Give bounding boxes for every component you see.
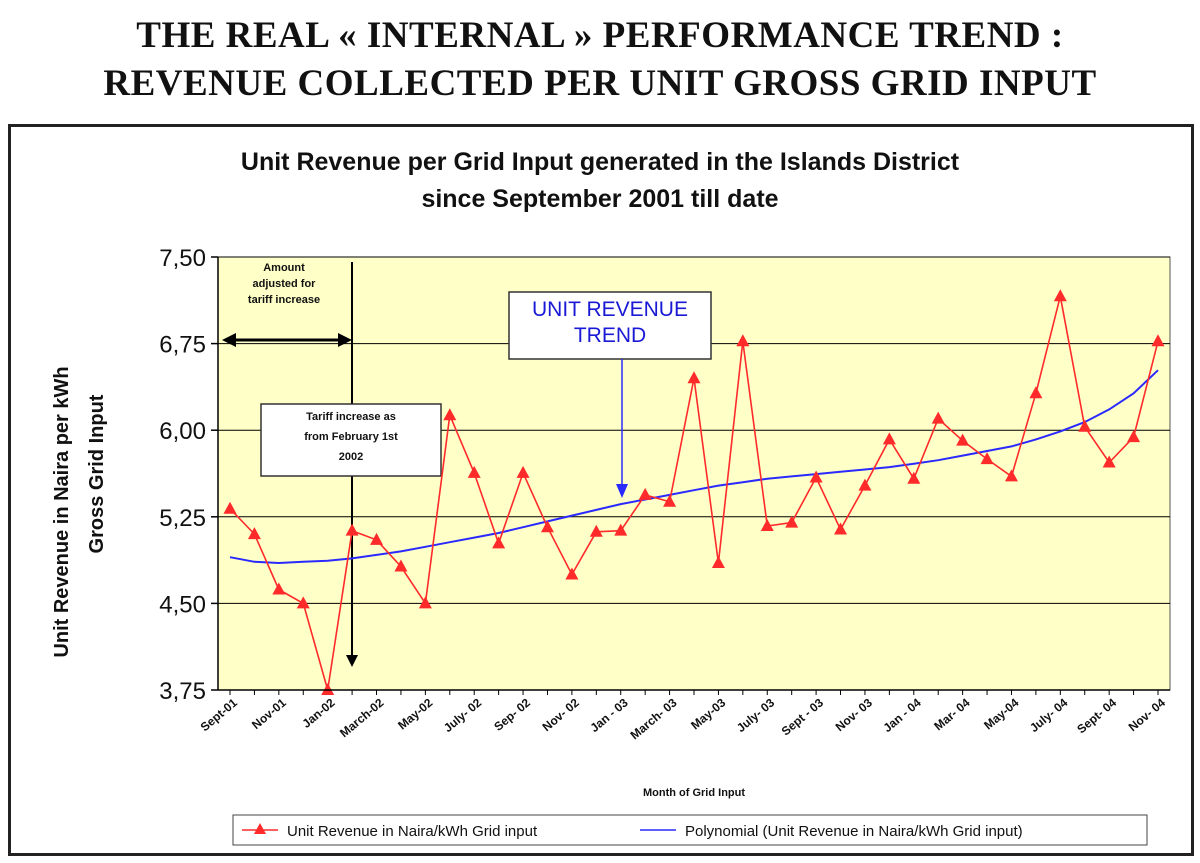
x-axis-label: Month of Grid Input [643,787,745,799]
x-tick-label: Sept- 04 [1074,695,1119,736]
data-point-marker [321,683,335,695]
arrow-left-icon [222,333,236,347]
chart-title-line-1: Unit Revenue per Grid Input generated in… [241,148,960,176]
data-point-marker [1078,419,1092,432]
x-tick-label: March-02 [337,695,387,740]
data-point-marker [687,371,701,384]
data-point-marker [785,515,799,528]
data-point-marker [467,465,481,478]
data-point-marker [296,596,310,609]
data-point-marker [443,408,457,421]
x-axis-ticks: Sept-01 Nov-01 Jan-02 March-02 May-02 July- 0… [198,690,1168,742]
data-point-marker [809,470,823,483]
data-point-marker [980,452,994,465]
amount-text-line-1: Amount [263,262,305,274]
arrow-right-icon [338,333,352,347]
x-tick-label: July- 02 [441,695,484,735]
tariff-text-line-3: 2002 [339,451,363,463]
y-tick-label: 7,50 [159,245,206,272]
y-tick-label: 3,75 [159,678,206,705]
data-point-marker [1029,386,1043,399]
tariff-text-line-2: from February 1st [304,431,398,443]
x-tick-label: Nov- 03 [833,695,875,734]
data-point-marker [711,555,725,568]
trend-label-box: UNIT REVENUE TREND [508,291,712,360]
data-point-marker [247,527,261,540]
data-point-marker [760,519,774,532]
data-point-marker [1151,334,1165,347]
data-point-marker [345,523,359,536]
y-tick-label: 5,25 [159,505,206,532]
x-tick-label: July- 03 [734,695,777,735]
data-point-marker [663,494,677,507]
amount-text-line-2: adjusted for [253,278,317,290]
x-tick-label: July- 04 [1027,695,1070,735]
data-point-marker [882,432,896,445]
y-axis-label-line-2: Gross Grid Input [86,394,108,553]
data-point-marker [565,567,579,580]
chart-frame [8,124,1194,856]
y-tick-label: 4,50 [159,591,206,618]
x-tick-label: Sep- 02 [491,695,533,733]
x-tick-label: Jan-02 [299,695,337,730]
data-point-marker [540,520,554,533]
data-point-marker [418,596,432,609]
legend: Unit Revenue in Naira/kWh Grid input Pol… [232,814,1148,846]
x-tick-label: Nov- 02 [540,695,582,734]
data-point-marker [931,411,945,424]
amount-adjusted-annotation: Amount adjusted for tariff increase [222,262,352,347]
data-point-marker [1127,430,1141,443]
x-tick-label: May-02 [395,695,435,732]
data-point-marker [1102,455,1116,468]
y-tick-label: 6,00 [159,418,206,445]
data-point-marker [1053,289,1067,302]
data-point-marker [516,465,530,478]
data-point-marker [956,433,970,446]
trend-pointer-arrow-icon [616,484,628,498]
trend-label-line-1: UNIT REVENUE [532,298,688,321]
data-point-marker [907,471,921,484]
data-point-marker [272,582,286,595]
y-tick-label: 6,75 [159,332,206,359]
data-point-marker [736,334,750,347]
page-heading-line-2: REVENUE COLLECTED PER UNIT GROSS GRID IN… [103,63,1097,104]
y-axis-label-line-1: Unit Revenue in Naira per kWh [51,366,73,657]
data-point-marker [834,522,848,535]
legend-series-label: Unit Revenue in Naira/kWh Grid input [287,823,538,840]
data-point-marker [638,487,652,500]
data-point-marker [223,501,237,514]
data-point-marker [589,524,603,537]
trend-label-line-2: TREND [574,324,646,347]
data-point-marker [492,536,506,549]
tariff-annotation-box: Tariff increase as from February 1st 200… [260,403,442,477]
legend-trend-label: Polynomial (Unit Revenue in Naira/kWh Gr… [685,823,1023,840]
data-point-marker [394,559,408,572]
data-point-marker [614,523,628,536]
data-point-marker [370,532,384,545]
data-point-marker [1004,469,1018,482]
tariff-text-line-1: Tariff increase as [306,411,396,423]
x-tick-label: Jan - 03 [587,695,630,735]
x-tick-label: Mar- 04 [931,695,972,733]
x-tick-label: Nov-01 [249,695,289,732]
arrow-down-icon [346,655,358,667]
x-tick-label: May-03 [688,695,728,732]
legend-triangle-marker-icon [254,823,266,834]
series-polynomial-trend [229,369,1159,565]
series-unit-revenue-markers [223,289,1165,695]
page-heading-line-1: THE REAL « INTERNAL » PERFORMANCE TREND … [136,15,1064,56]
data-point-marker [858,478,872,491]
x-tick-label: Nov- 04 [1126,695,1168,734]
amount-text-line-3: tariff increase [248,294,320,306]
chart-title-line-2: since September 2001 till date [421,185,778,213]
x-tick-label: March- 03 [628,695,680,742]
x-tick-label: Sept - 03 [779,695,827,738]
y-axis-ticks: 3,75 4,50 5,25 6,00 6,75 7,50 [159,245,218,705]
x-tick-label: May-04 [981,695,1021,732]
x-tick-label: Jan - 04 [880,695,923,735]
